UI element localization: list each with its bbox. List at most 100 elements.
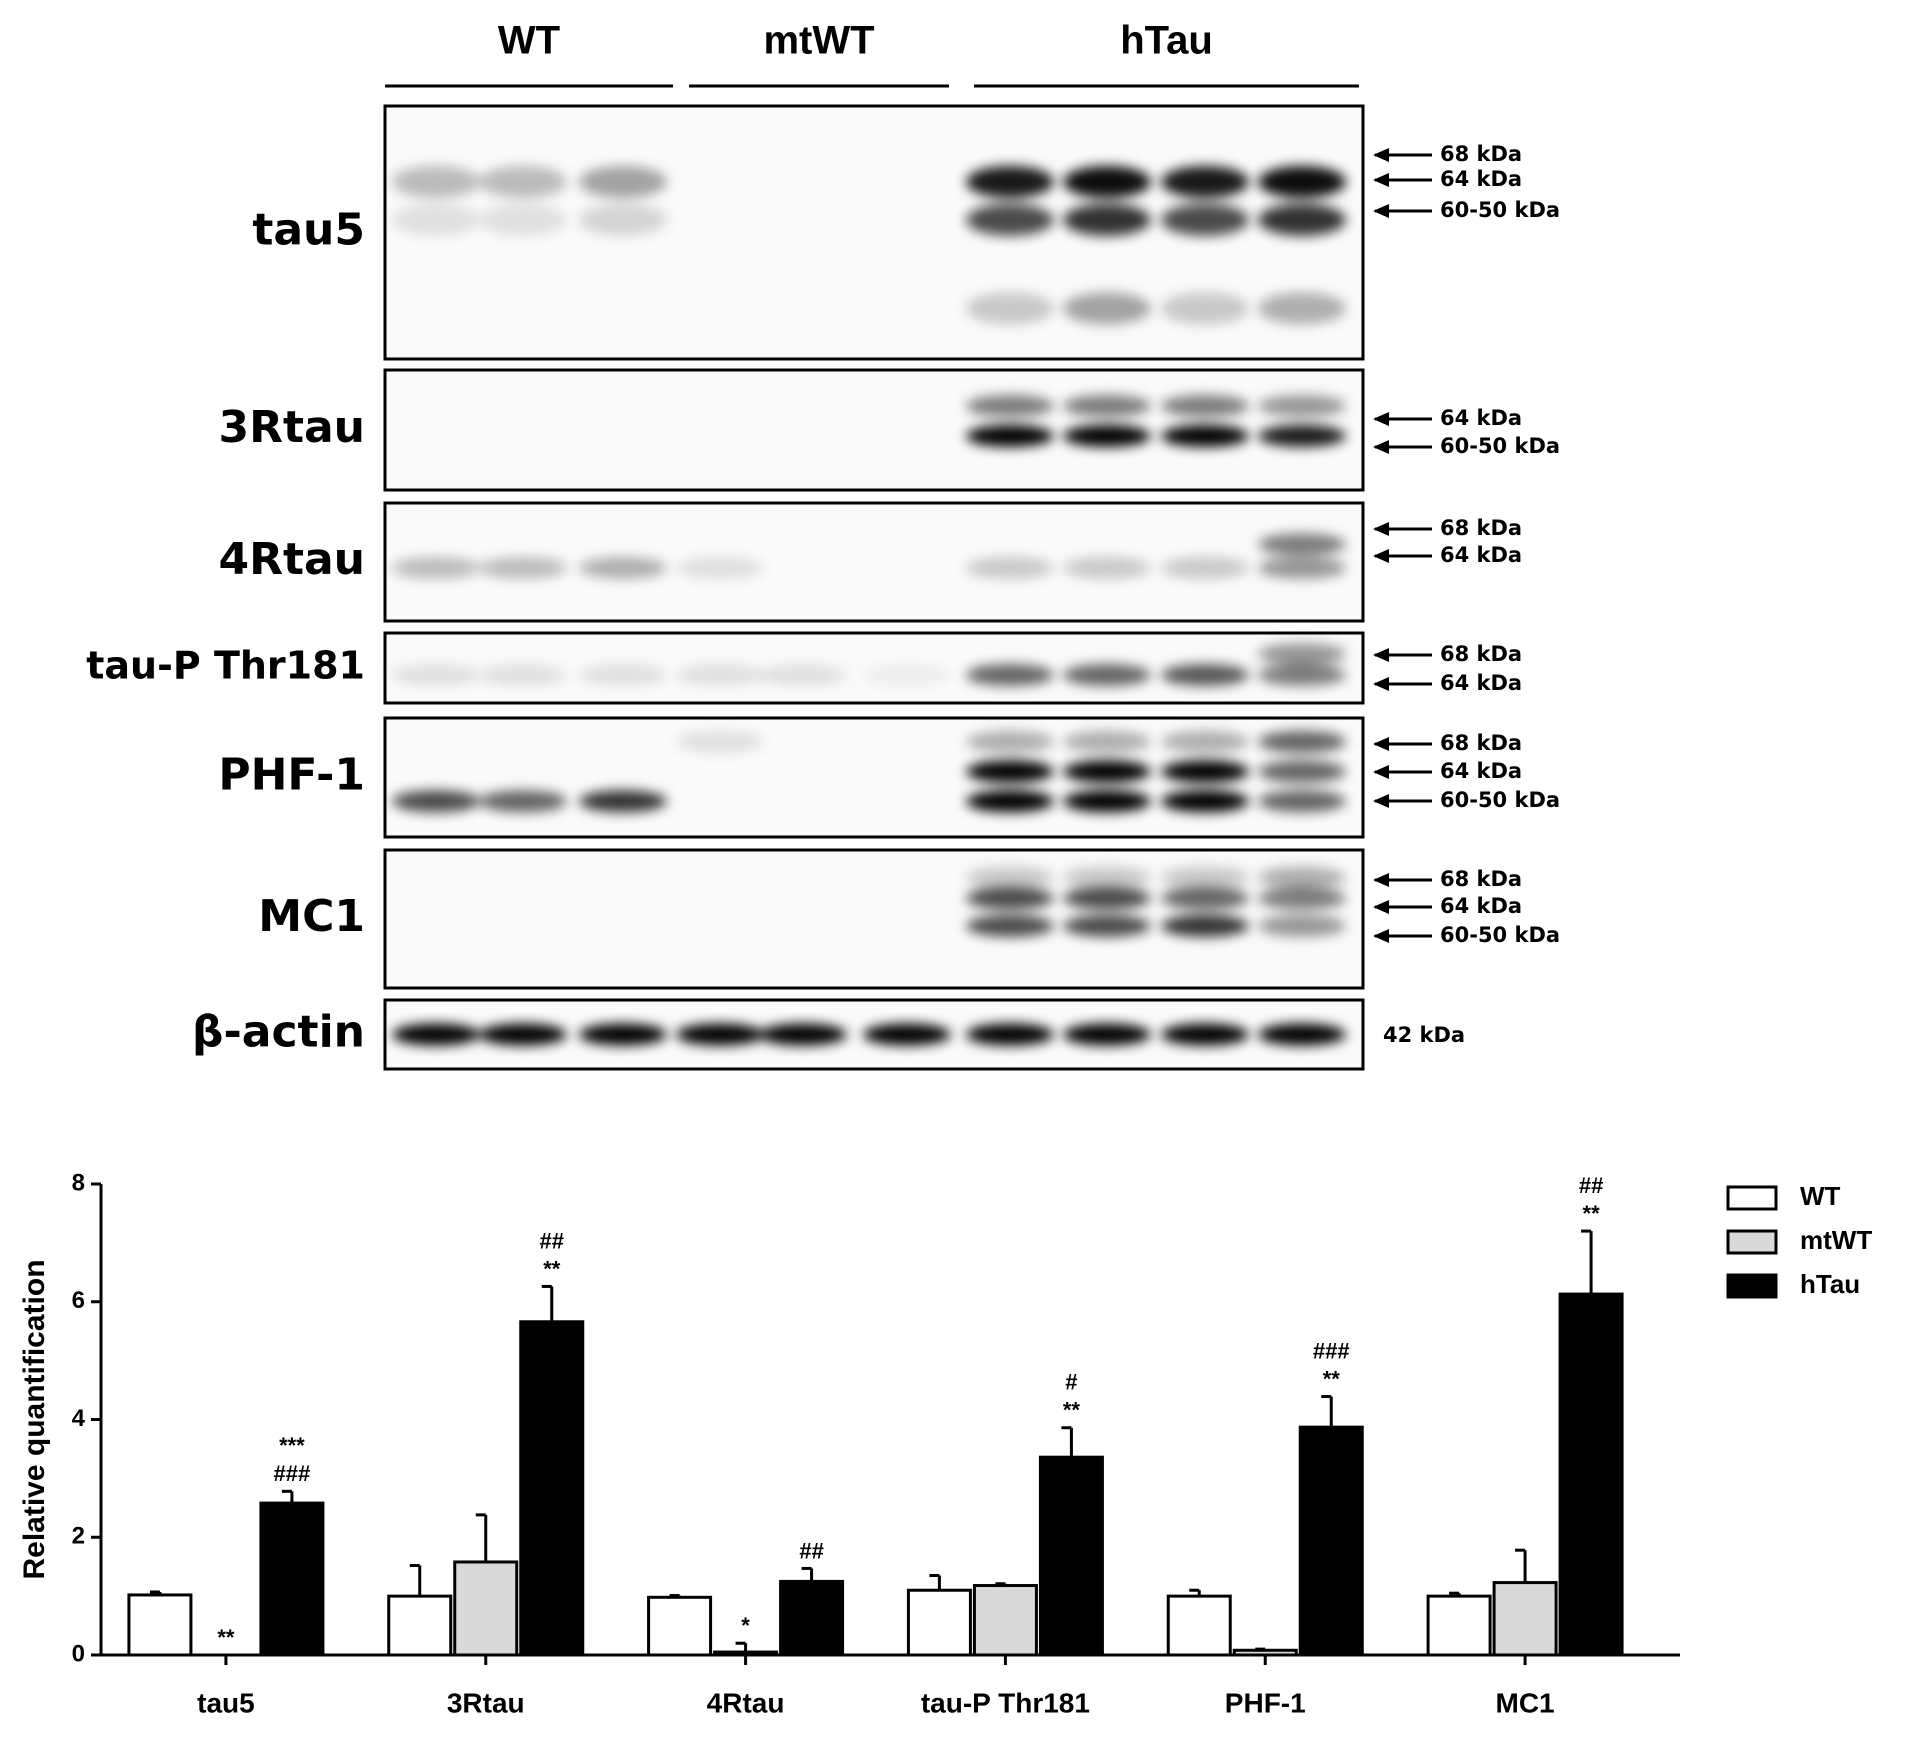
band	[1063, 914, 1151, 937]
band	[966, 425, 1054, 447]
band	[392, 165, 480, 198]
bar	[906, 1588, 972, 1657]
x-tick-label: tau5	[197, 1687, 255, 1718]
legend-swatch	[1726, 1185, 1778, 1211]
band	[1161, 887, 1249, 910]
row-label: 3Rtau	[218, 402, 365, 453]
band	[1063, 292, 1151, 325]
legend-swatch	[1726, 1229, 1778, 1255]
band	[1063, 664, 1151, 686]
bar	[972, 1584, 1038, 1657]
y-tick-label: 8	[72, 1169, 85, 1196]
band	[966, 395, 1054, 417]
bar	[1232, 1648, 1298, 1657]
band	[479, 165, 567, 198]
band	[676, 556, 764, 579]
band-group	[392, 165, 1346, 325]
band	[759, 1023, 847, 1046]
x-tick-label: PHF-1	[1225, 1687, 1306, 1718]
legend-label: mtWT	[1800, 1225, 1872, 1255]
band	[1063, 730, 1151, 753]
band	[966, 203, 1054, 236]
band	[1161, 730, 1249, 753]
marker-arrowhead	[1373, 929, 1389, 943]
significance-label: #	[1065, 1370, 1077, 1395]
band	[579, 203, 667, 236]
marker-label: 42 kDa	[1383, 1023, 1465, 1047]
band	[676, 730, 764, 753]
marker-arrowhead	[1373, 900, 1389, 914]
band	[479, 556, 567, 579]
band	[392, 1023, 480, 1046]
band	[1063, 203, 1151, 236]
band	[1258, 760, 1346, 783]
row-label: PHF-1	[218, 750, 365, 801]
marker-label: 60-50 kDa	[1440, 198, 1560, 222]
band	[1161, 165, 1249, 198]
band	[1161, 914, 1249, 937]
band	[579, 1023, 667, 1046]
band	[579, 790, 667, 813]
band-group	[392, 1023, 1346, 1046]
marker-label: 64 kDa	[1440, 167, 1522, 191]
significance-label: **	[1583, 1201, 1601, 1226]
band-group	[966, 395, 1346, 447]
marker-label: 64 kDa	[1440, 671, 1522, 695]
band	[759, 664, 847, 686]
group-label: hTau	[1120, 19, 1213, 63]
x-tick-label: tau-P Thr181	[921, 1687, 1090, 1718]
x-tick-label: 3Rtau	[447, 1687, 525, 1718]
band	[392, 556, 480, 579]
legend-label: hTau	[1800, 1269, 1860, 1299]
marker-label: 60-50 kDa	[1440, 923, 1560, 947]
row-label: β-actin	[192, 1007, 365, 1058]
band	[863, 1023, 951, 1046]
band	[1161, 203, 1249, 236]
band	[863, 664, 951, 686]
band	[966, 760, 1054, 783]
band	[1063, 165, 1151, 198]
significance-label: ###	[274, 1461, 311, 1486]
bar	[1492, 1581, 1558, 1657]
band	[966, 887, 1054, 910]
band	[1258, 730, 1346, 753]
y-tick-label: 0	[72, 1640, 85, 1667]
band	[392, 790, 480, 813]
band-group	[392, 643, 1346, 686]
band	[1063, 760, 1151, 783]
band	[1161, 292, 1249, 325]
significance-label: ##	[1579, 1173, 1603, 1198]
y-tick-label: 4	[72, 1405, 86, 1432]
band	[1161, 866, 1249, 889]
bar	[1038, 1455, 1104, 1657]
band	[676, 664, 764, 686]
band	[1063, 395, 1151, 417]
bar	[387, 1594, 453, 1657]
marker-arrowhead	[1373, 794, 1389, 808]
marker-arrowhead	[1373, 440, 1389, 454]
band	[1258, 165, 1346, 198]
significance-label: **	[1063, 1398, 1081, 1423]
band	[579, 664, 667, 686]
group-label: WT	[498, 19, 560, 63]
band	[966, 292, 1054, 325]
band	[966, 1023, 1054, 1046]
band	[1063, 556, 1151, 579]
band	[579, 556, 667, 579]
marker-arrowhead	[1373, 148, 1389, 162]
band	[479, 790, 567, 813]
band	[479, 203, 567, 236]
bar	[1426, 1594, 1492, 1657]
significance-label: **	[543, 1256, 561, 1281]
marker-arrowhead	[1373, 873, 1389, 887]
marker-label: 60-50 kDa	[1440, 434, 1560, 458]
bar	[519, 1320, 585, 1657]
bar	[1166, 1594, 1232, 1657]
band	[1161, 556, 1249, 579]
legend-label: WT	[1800, 1181, 1841, 1211]
band	[1258, 556, 1346, 579]
y-axis-label: Relative quantification	[18, 1259, 51, 1579]
significance-label: ###	[1313, 1338, 1350, 1363]
band	[966, 165, 1054, 198]
band	[1063, 425, 1151, 447]
